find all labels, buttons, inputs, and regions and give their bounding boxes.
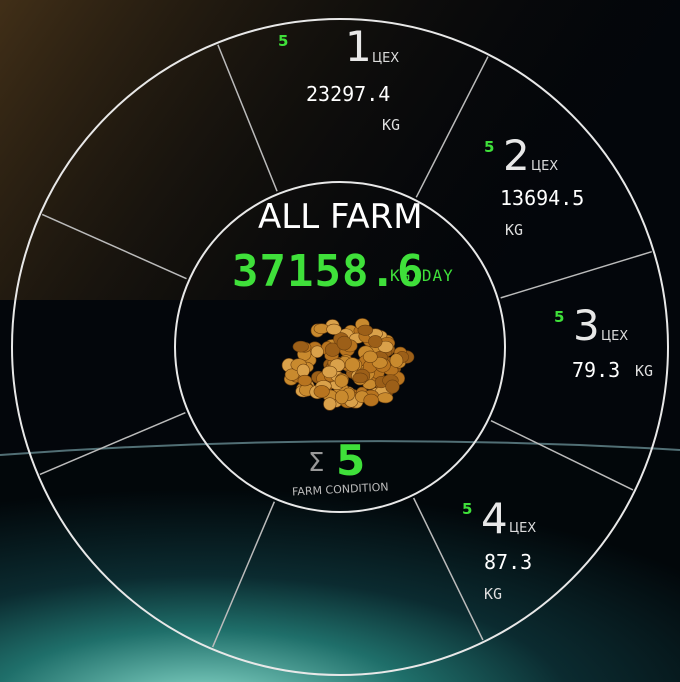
pellet (368, 335, 382, 347)
pellet (311, 346, 323, 358)
pellet (322, 366, 337, 378)
condition-value: 5 (336, 440, 365, 482)
pellet (293, 341, 309, 352)
pellet (297, 364, 309, 377)
pellet (345, 358, 360, 372)
status: 5 (278, 34, 288, 49)
workshop-value: 23297.4 (306, 84, 390, 104)
workshop-label: ЦЕХ (372, 52, 399, 65)
title: ALL FARM (258, 200, 423, 234)
workshop-number: 1 (345, 26, 372, 68)
pellet (378, 393, 393, 403)
workshop-unit: KG (382, 118, 400, 133)
workshop-number: 4 (481, 498, 508, 540)
pellet (358, 325, 373, 335)
workshop-unit: KG (505, 223, 523, 238)
pellet (390, 354, 403, 368)
status: 5 (462, 502, 472, 517)
workshop-value: 79.3 (572, 360, 620, 380)
page: ALL FARM 37158.6 KG/DAY Σ 5 FARM CONDITI… (0, 0, 680, 682)
pellet (386, 380, 400, 393)
workshop-label: ЦЕХ (509, 522, 536, 535)
workshop-unit: KG (635, 364, 653, 379)
pellet (353, 373, 368, 383)
pellet (335, 375, 348, 388)
workshop-number: 3 (573, 305, 600, 347)
pellet (323, 398, 336, 411)
workshop-number: 2 (503, 135, 530, 177)
workshop-label: ЦЕХ (531, 160, 558, 173)
workshop-unit: KG (484, 587, 502, 602)
pellet (363, 351, 377, 363)
workshop-value: 13694.5 (500, 188, 584, 208)
pellet (364, 394, 379, 406)
workshop-value: 87.3 (484, 552, 532, 572)
pellet (314, 385, 329, 397)
status: 5 (554, 310, 564, 325)
pellet (335, 390, 348, 404)
pellet (337, 336, 352, 350)
status: 5 (484, 140, 494, 155)
pellet (327, 324, 342, 335)
total-unit: KG/DAY (390, 268, 454, 284)
pellet (298, 375, 312, 386)
sigma: Σ (308, 450, 324, 476)
workshop-label: ЦЕХ (601, 330, 628, 343)
